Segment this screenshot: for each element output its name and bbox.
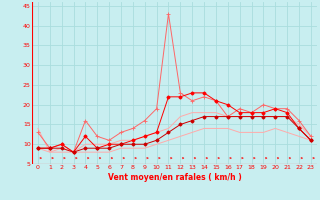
- X-axis label: Vent moyen/en rafales ( km/h ): Vent moyen/en rafales ( km/h ): [108, 173, 241, 182]
